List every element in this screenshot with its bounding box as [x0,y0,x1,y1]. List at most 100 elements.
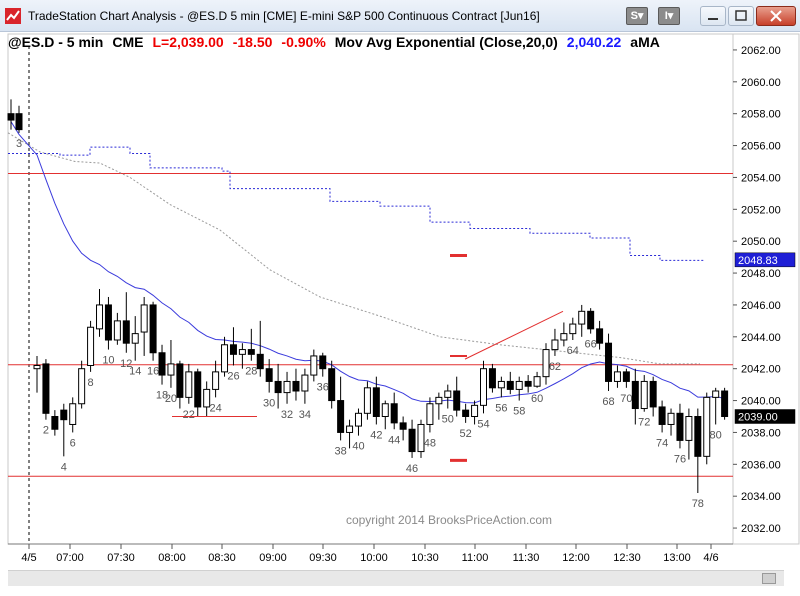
candle-body[interactable] [346,425,354,433]
i-dropdown-button[interactable]: I▾ [658,7,680,25]
candle-body[interactable] [194,371,202,408]
candle-body[interactable] [587,310,595,330]
candle-body[interactable] [96,304,104,330]
i-label: I [664,10,668,22]
price-tick-label: 2034.00 [741,491,781,503]
candle-body[interactable] [158,352,166,376]
candle-body[interactable] [113,320,121,341]
candle-body[interactable] [42,363,50,414]
candle-body[interactable] [69,403,77,425]
s-dropdown-button[interactable]: S▾ [626,7,648,25]
candle-body[interactable] [703,396,711,457]
candle-body[interactable] [104,304,112,341]
candle-body[interactable] [51,416,59,430]
candle-body[interactable] [292,380,300,392]
candle-body[interactable] [212,371,220,390]
candle-body[interactable] [354,412,362,427]
candle-body[interactable] [372,387,380,417]
candle-body[interactable] [435,396,443,405]
candle-body[interactable] [131,333,139,344]
bar-count-label: 62 [549,361,561,373]
candle-body[interactable] [444,390,452,398]
title-bar[interactable]: TradeStation Chart Analysis - @ES.D 5 mi… [0,0,800,32]
candle-body[interactable] [33,365,41,370]
candle-body[interactable] [694,416,702,457]
candle-body[interactable] [390,403,398,424]
candle-body[interactable] [721,390,729,417]
candle-body[interactable] [551,339,559,351]
plot-area[interactable] [7,33,734,545]
candle-body[interactable] [87,326,95,366]
minimize-icon [708,18,718,20]
candle-body[interactable] [15,113,23,131]
candle-body[interactable] [676,412,684,441]
maximize-button[interactable] [728,6,754,26]
price-axis [732,33,800,545]
candle-body[interactable] [283,380,291,394]
candle-body[interactable] [712,390,720,398]
candle-body[interactable] [453,390,461,411]
candle-body[interactable] [149,304,157,354]
candle-body[interactable] [203,388,211,408]
candle-body[interactable] [247,349,255,355]
candle-body[interactable] [229,344,237,355]
candle-body[interactable] [78,368,86,405]
candle-body[interactable] [274,380,282,394]
candle-body[interactable] [221,344,229,373]
candle-body[interactable] [185,371,193,398]
close-button[interactable] [756,6,796,26]
candle-body[interactable] [462,409,470,417]
candle-body[interactable] [685,416,693,441]
price-chart[interactable]: 2032.00 2034.00 2036.00 2038.00 2040.00 2042.… [0,32,800,592]
candle-body[interactable] [649,380,657,408]
candle-body[interactable] [622,371,630,382]
candle-body[interactable] [328,368,336,402]
candle-body[interactable] [515,380,523,390]
candle-body[interactable] [167,363,175,376]
candle-body[interactable] [238,349,246,355]
candle-body[interactable] [60,409,68,421]
candle-body[interactable] [560,333,568,341]
candle-body[interactable] [506,380,514,390]
candle-body[interactable] [310,355,318,376]
bar-count-label: 34 [299,409,311,421]
scroll-right-arrow-icon[interactable] [762,573,776,584]
candle-body[interactable] [605,342,613,382]
candle-body[interactable] [480,368,487,406]
candle-body[interactable] [265,368,273,382]
candle-body[interactable] [408,428,416,453]
candle-body[interactable] [301,374,309,392]
bar-count-label: 68 [602,396,614,408]
candle-body[interactable] [399,422,407,430]
time-tick-label: 09:00 [259,552,287,564]
candle-body[interactable] [363,387,371,414]
candle-body[interactable] [7,113,15,121]
minimize-button[interactable] [700,6,726,26]
candle-body[interactable] [122,320,130,344]
candle-body[interactable] [497,380,505,389]
candle-body[interactable] [613,371,621,382]
candle-body[interactable] [176,363,184,398]
candle-body[interactable] [569,323,577,335]
candle-body[interactable] [426,403,434,425]
candle-body[interactable] [140,304,148,333]
candle-body[interactable] [256,353,264,370]
candle-body[interactable] [488,368,496,389]
chart-area[interactable]: 2032.00 2034.00 2036.00 2038.00 2040.00 2042.… [0,32,800,592]
candle-body[interactable] [381,403,389,417]
candle-body[interactable] [524,380,532,387]
candle-body[interactable] [337,400,345,433]
candle-body[interactable] [578,310,586,325]
candle-body[interactable] [319,355,327,370]
candle-body[interactable] [417,423,425,453]
candle-body[interactable] [640,380,648,410]
horizontal-scrollbar[interactable] [8,570,784,586]
candle-body[interactable] [658,406,666,425]
candle-body[interactable] [542,349,550,378]
candle-body[interactable] [533,376,541,387]
candle-body[interactable] [631,380,639,410]
candle-body[interactable] [596,328,604,344]
copyright-watermark: copyright 2014 BrooksPriceAction.com [346,513,552,527]
candle-body[interactable] [471,404,479,417]
candle-body[interactable] [667,412,675,425]
